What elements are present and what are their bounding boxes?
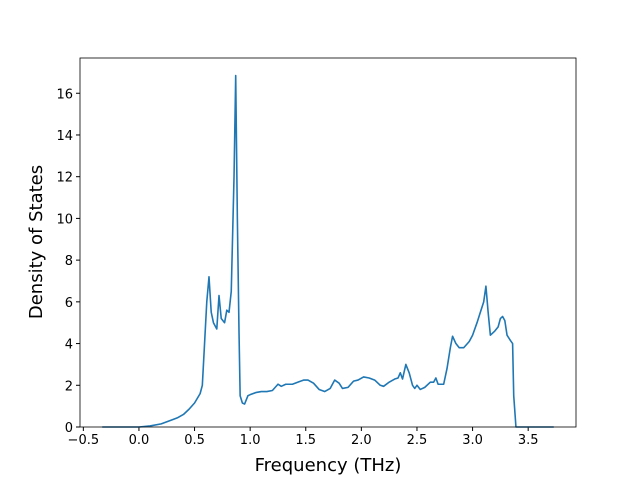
x-tick-label: 1.0 xyxy=(240,433,261,448)
x-axis-label: Frequency (THz) xyxy=(255,455,402,476)
x-tick-label: 3.5 xyxy=(518,433,539,448)
x-tick-label: 2.5 xyxy=(407,433,428,448)
plot-frame xyxy=(79,57,577,428)
x-tick-label: 0.0 xyxy=(129,433,150,448)
x-tick-label: 0.5 xyxy=(184,433,205,448)
y-tick-label: 10 xyxy=(56,212,73,227)
x-tick-label: 3.0 xyxy=(462,433,483,448)
y-tick-label: 8 xyxy=(65,254,73,269)
x-tick-label: 2.0 xyxy=(351,433,372,448)
y-tick-label: 16 xyxy=(56,87,73,102)
y-tick-label: 0 xyxy=(65,421,73,436)
y-tick-label: 4 xyxy=(65,338,73,353)
y-tick-label: 6 xyxy=(65,296,73,311)
x-tick-label: −0.5 xyxy=(68,433,100,448)
x-tick-label: 1.5 xyxy=(295,433,316,448)
y-tick-label: 12 xyxy=(56,171,73,186)
y-tick-label: 2 xyxy=(65,379,73,394)
y-axis-label: Density of States xyxy=(26,165,47,319)
data-line xyxy=(102,74,554,428)
y-tick-label: 14 xyxy=(56,129,73,144)
